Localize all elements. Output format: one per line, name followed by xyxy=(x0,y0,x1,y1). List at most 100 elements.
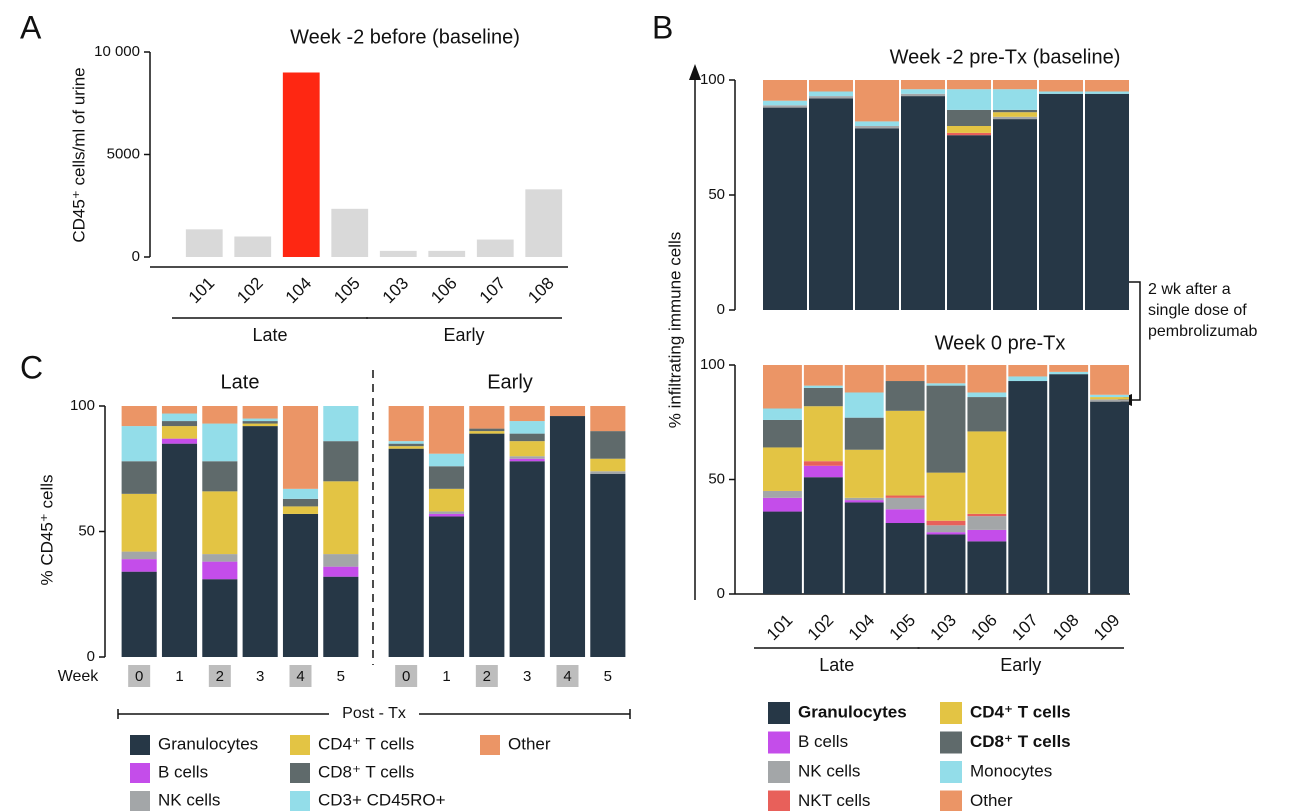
bar-segment xyxy=(1049,371,1089,375)
chart-title: Early xyxy=(487,371,533,393)
week-highlight xyxy=(475,665,498,687)
legend-label: NKT cells xyxy=(798,791,870,810)
x-tick-label: 107 xyxy=(1008,611,1041,644)
bar-segment xyxy=(803,406,843,462)
bar-segment xyxy=(590,458,626,472)
bar-segment xyxy=(885,523,925,594)
bar-segment xyxy=(428,453,465,467)
bar-segment xyxy=(993,109,1037,113)
bar-segment xyxy=(509,461,545,657)
bar-segment xyxy=(885,495,925,498)
bar-segment xyxy=(926,472,966,521)
bar-segment xyxy=(202,561,238,580)
legend-swatch xyxy=(130,763,150,783)
bar-segment xyxy=(121,406,157,427)
legend-swatch xyxy=(290,735,310,755)
bar-segment xyxy=(926,385,966,473)
bar-segment xyxy=(469,431,505,434)
chart-title: Late xyxy=(221,371,260,393)
group-label: Late xyxy=(252,325,287,345)
bar-segment xyxy=(967,529,1007,542)
x-tick-label: 102 xyxy=(233,274,266,307)
bar-segment xyxy=(323,576,359,657)
bar-segment xyxy=(202,554,238,562)
panel-letter: A xyxy=(20,9,42,45)
x-tick-label: 106 xyxy=(427,274,460,307)
bar-segment xyxy=(993,119,1037,310)
bar-segment xyxy=(901,80,945,90)
bar-segment xyxy=(763,511,802,594)
bar-segment xyxy=(803,365,843,386)
x-tick-label: 2 xyxy=(216,668,224,685)
bar-segment xyxy=(1090,365,1129,395)
x-tick-label: 108 xyxy=(1049,611,1082,644)
bar-segment xyxy=(590,431,626,459)
x-tick-label: 1 xyxy=(175,668,183,685)
x-tick-label: 2 xyxy=(483,668,491,685)
bar-segment xyxy=(428,406,465,454)
bar-segment xyxy=(967,516,1007,530)
bar-segment xyxy=(161,413,198,422)
bar-segment xyxy=(428,511,465,514)
bar-segment xyxy=(282,513,319,657)
bar-segment xyxy=(885,410,925,496)
bar-segment xyxy=(1090,399,1129,402)
chart-title: Week -2 pre-Tx (baseline) xyxy=(890,46,1121,68)
bar-segment xyxy=(844,449,884,498)
bar-segment xyxy=(509,433,545,442)
legend-label: Monocytes xyxy=(970,761,1052,780)
bar-segment xyxy=(844,502,884,594)
bar-segment xyxy=(282,488,319,499)
bar-segment xyxy=(242,406,278,419)
x-tick-label: 103 xyxy=(927,611,960,644)
bar-segment xyxy=(323,406,359,442)
bar-segment xyxy=(469,428,505,432)
bar-segment xyxy=(161,426,198,439)
bar xyxy=(525,189,563,257)
bar-segment xyxy=(121,571,157,657)
bar-segment xyxy=(967,392,1007,398)
x-tick-label: 101 xyxy=(185,274,218,307)
bar-segment xyxy=(763,419,802,448)
bar-segment xyxy=(428,516,465,657)
week-highlight xyxy=(208,665,231,687)
bar-segment xyxy=(947,109,991,126)
legend-swatch xyxy=(940,702,962,724)
x-tick-label: 3 xyxy=(523,668,531,685)
bar-segment xyxy=(901,89,945,94)
bar-segment xyxy=(388,448,424,657)
legend-label: NK cells xyxy=(798,761,860,780)
legend-label: Other xyxy=(508,734,551,753)
bar xyxy=(476,239,514,257)
y-tick-label: 100 xyxy=(700,71,725,88)
legend-swatch xyxy=(768,731,790,754)
legend-label: NK cells xyxy=(158,790,220,809)
bar-segment xyxy=(242,421,278,424)
bar-segment xyxy=(509,421,545,434)
bar-segment xyxy=(855,128,899,310)
y-tick-label: 0 xyxy=(87,648,95,665)
bar xyxy=(185,229,223,257)
chart-title: Week 0 pre-Tx xyxy=(935,332,1066,354)
bar-segment xyxy=(428,488,465,512)
bar-segment xyxy=(1085,91,1129,94)
bar-segment xyxy=(967,513,1007,517)
x-axis-label: Week xyxy=(58,668,100,685)
legend-swatch xyxy=(940,790,962,811)
y-tick-label: 50 xyxy=(78,522,95,539)
bar-segment xyxy=(388,406,424,442)
y-axis-label: % infiltrating immune cells xyxy=(665,232,684,429)
x-tick-label: 108 xyxy=(524,274,557,307)
bar-segment xyxy=(809,91,853,97)
x-tick-label: 102 xyxy=(804,611,837,644)
bar-segment xyxy=(926,532,966,535)
y-tick-label: 5000 xyxy=(107,145,140,162)
bar-segment xyxy=(509,456,545,459)
bar-segment xyxy=(590,473,626,657)
bar-segment xyxy=(1090,401,1129,594)
bar xyxy=(379,250,417,257)
bar-segment xyxy=(1008,381,1048,594)
bar-segment xyxy=(388,446,424,449)
